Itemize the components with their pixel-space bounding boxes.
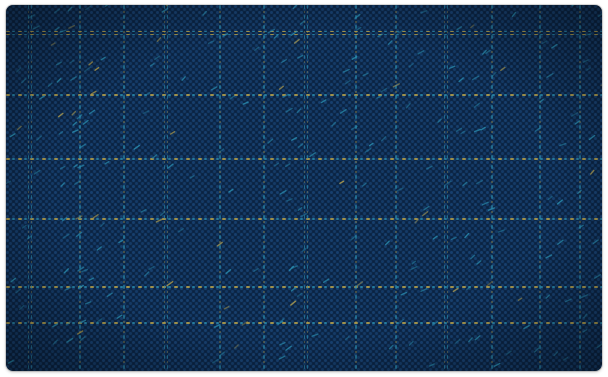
fabric-texture bbox=[6, 5, 602, 371]
fabric-swatch-image bbox=[6, 5, 602, 371]
